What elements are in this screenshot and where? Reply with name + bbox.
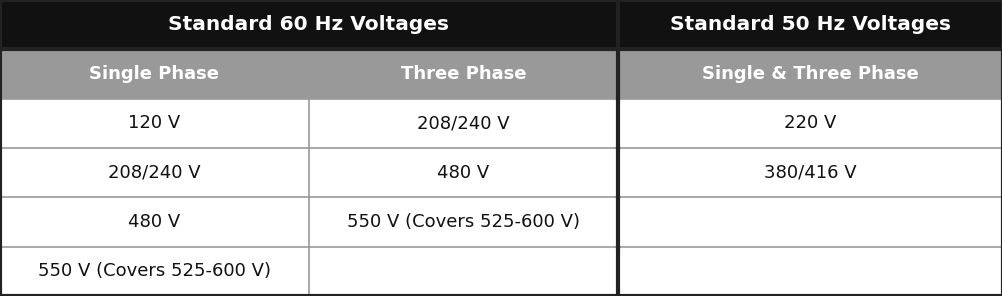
Bar [0,0,617,49]
Text: 480 V: 480 V [128,213,180,231]
Bar [309,49,617,99]
Text: 220 V: 220 V [784,114,836,132]
Bar [309,99,617,148]
Bar [617,49,1002,99]
Bar [0,247,309,296]
Bar [309,148,617,197]
Bar [617,148,1002,197]
Bar [0,148,309,197]
Text: Single & Three Phase: Single & Three Phase [701,65,918,83]
Bar [309,247,617,296]
Bar [309,197,617,247]
Text: 550 V (Covers 525-600 V): 550 V (Covers 525-600 V) [347,213,579,231]
Text: Three Phase: Three Phase [400,65,526,83]
Bar [617,0,1002,49]
Text: Single Phase: Single Phase [89,65,219,83]
Text: 550 V (Covers 525-600 V): 550 V (Covers 525-600 V) [38,262,271,280]
Bar [617,247,1002,296]
Text: 208/240 V: 208/240 V [417,114,509,132]
Text: 480 V: 480 V [437,164,489,182]
Text: 120 V: 120 V [128,114,180,132]
Text: Standard 60 Hz Voltages: Standard 60 Hz Voltages [168,15,449,34]
Text: 208/240 V: 208/240 V [108,164,200,182]
Bar [0,49,309,99]
Bar [0,99,309,148]
Bar [0,197,309,247]
Bar [617,99,1002,148]
Text: 380/416 V: 380/416 V [764,164,856,182]
Bar [617,197,1002,247]
Text: Standard 50 Hz Voltages: Standard 50 Hz Voltages [669,15,950,34]
